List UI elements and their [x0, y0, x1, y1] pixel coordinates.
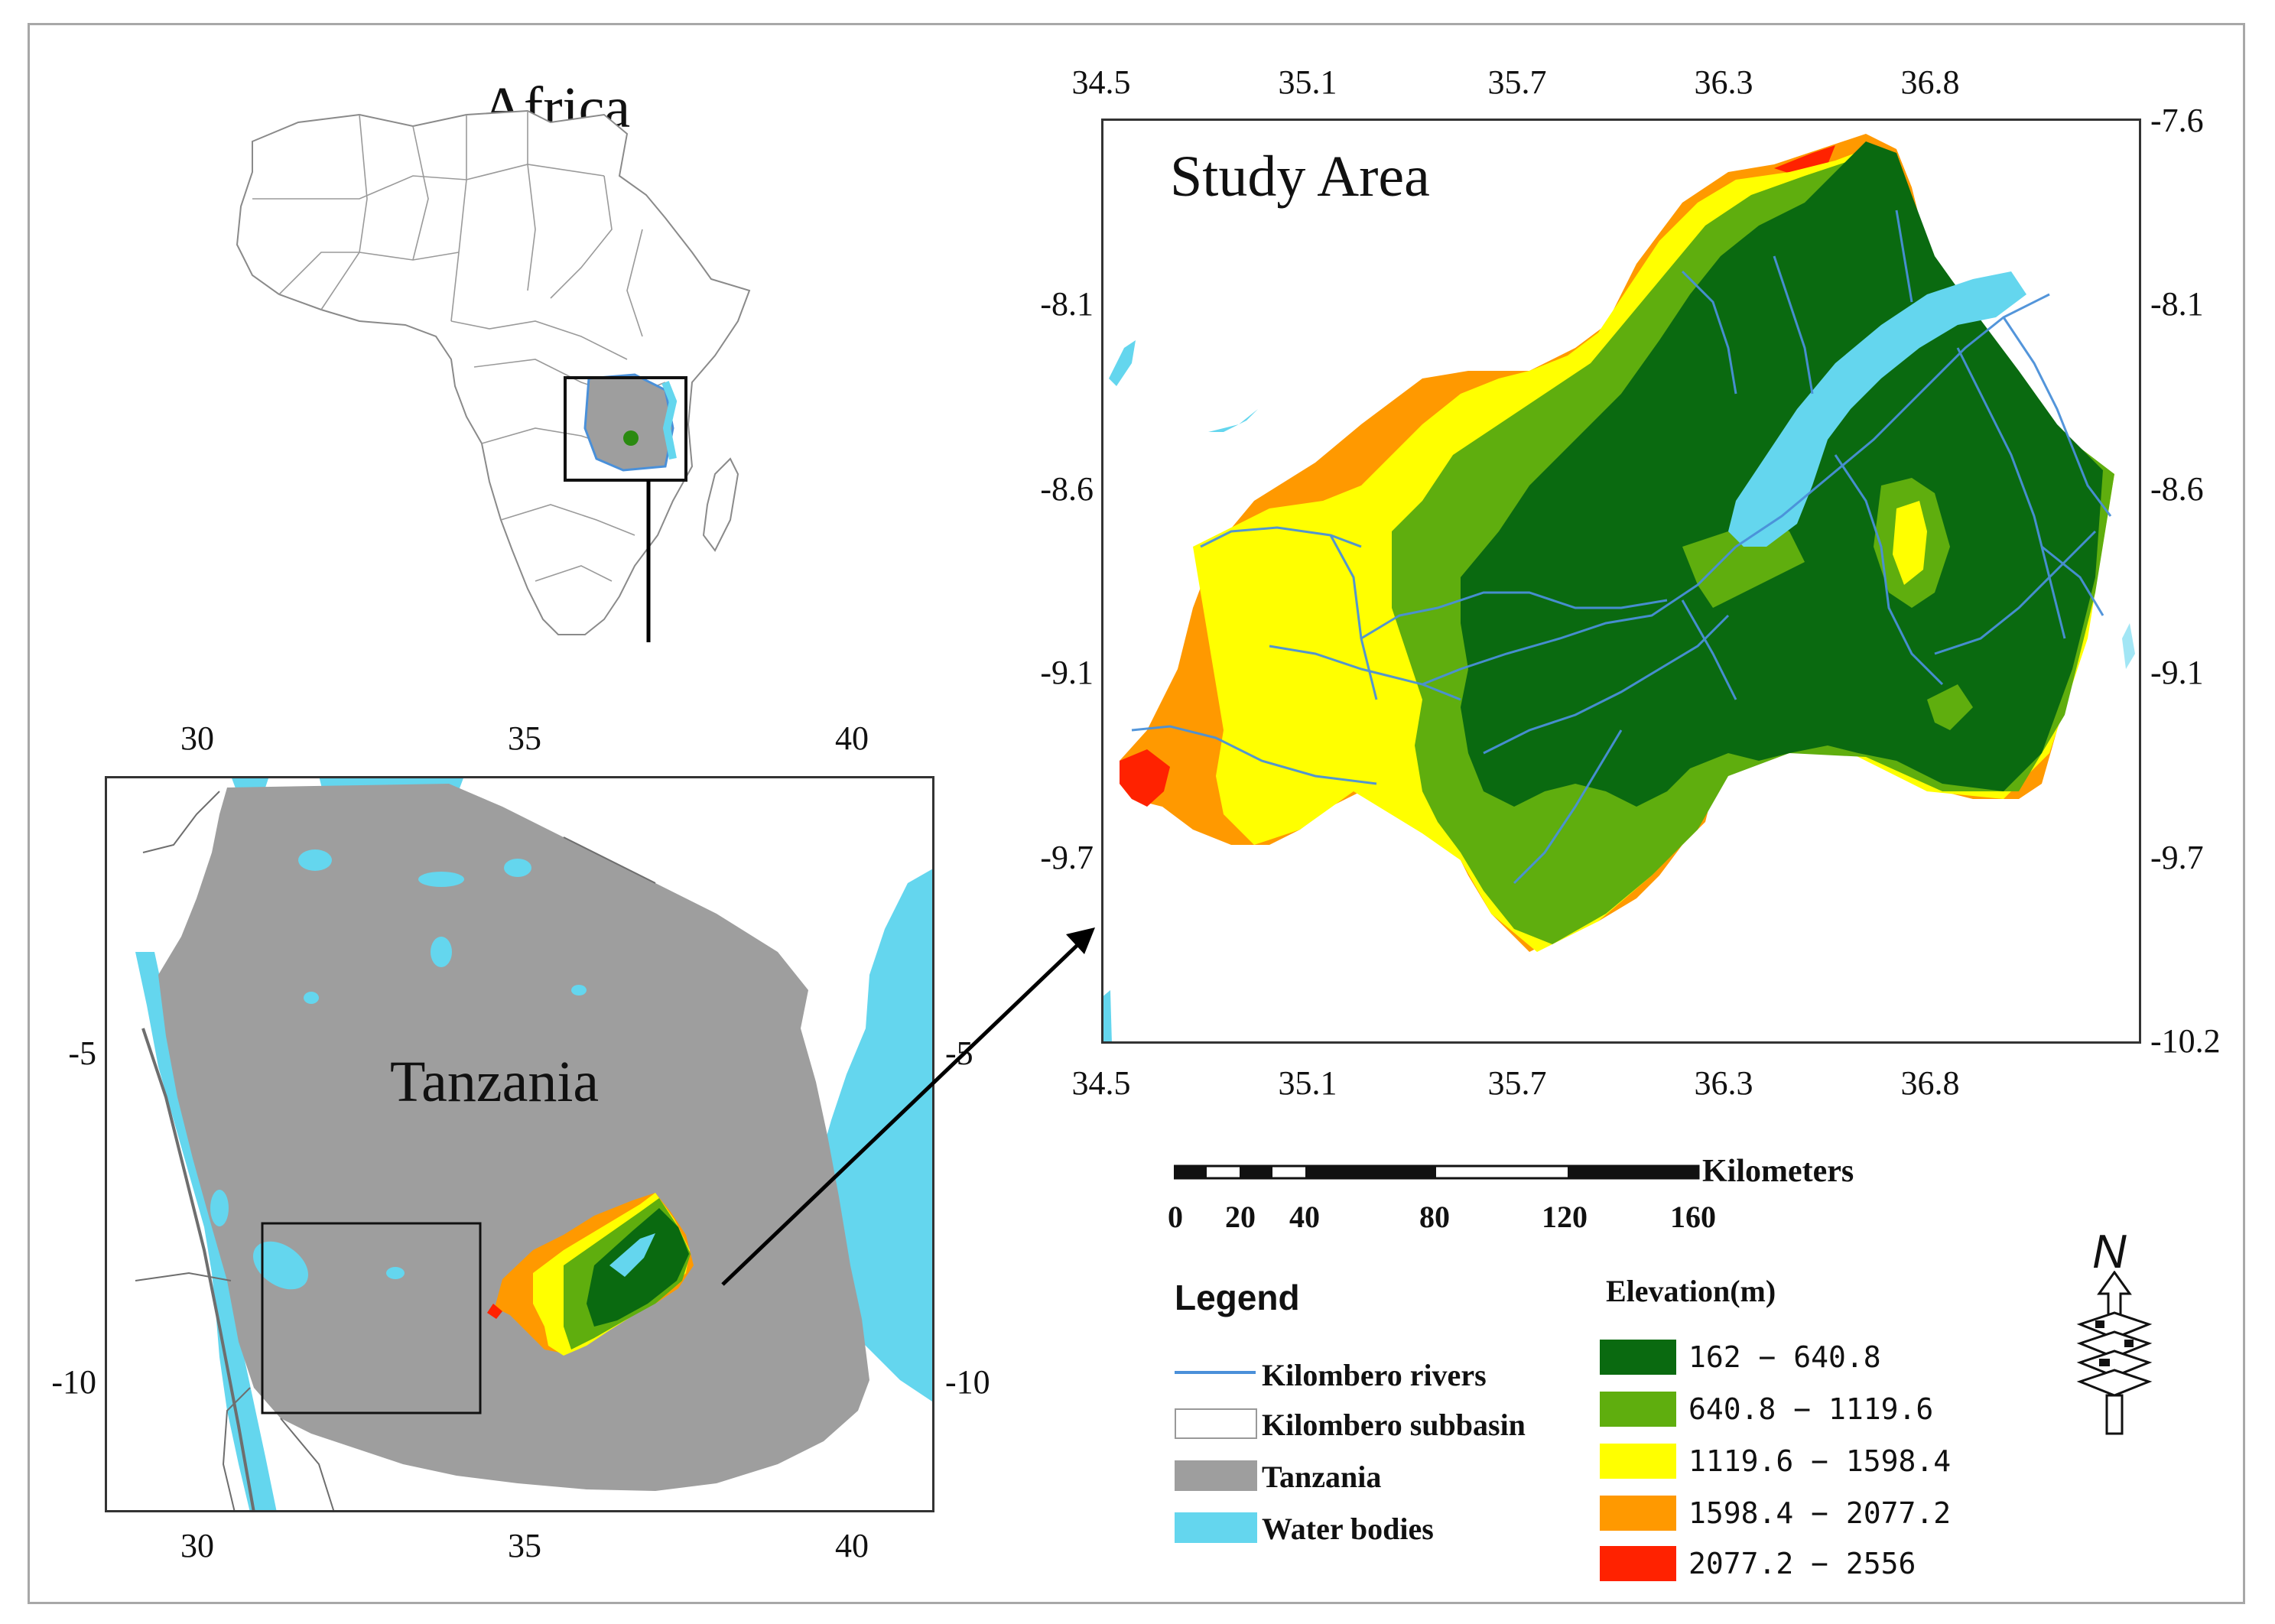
- tz-xtick-top-40: 40: [835, 719, 869, 757]
- tz-ytick-right-5: -5: [945, 1034, 973, 1072]
- sa-ytick-left-2: -8.6: [1040, 470, 1094, 508]
- africa-outline: [236, 109, 751, 635]
- elev-label-3: 1119.6 − 1598.4: [1688, 1444, 1952, 1478]
- legend-tanzania-label: Tanzania: [1262, 1460, 1382, 1494]
- sa-xtick-bottom-2: 35.7: [1487, 1064, 1547, 1102]
- elev-label-2: 640.8 − 1119.6: [1688, 1392, 1934, 1426]
- sa-ytick-left-1: -8.1: [1040, 285, 1094, 323]
- tanzania-shape: [158, 784, 869, 1491]
- scale-label-80: 80: [1419, 1200, 1450, 1234]
- tz-xtick-bottom-35: 35: [508, 1527, 541, 1564]
- sa-ytick-right-3: -9.1: [2150, 654, 2204, 691]
- legend-water-label: Water bodies: [1262, 1512, 1434, 1546]
- connector-arrow: [721, 927, 1095, 1286]
- tz-study-area-thumbnail: [487, 1193, 694, 1356]
- sa-ytick-right-4: -9.7: [2150, 839, 2204, 876]
- elev-swatch-5: [1600, 1546, 1676, 1581]
- scale-label-0: 0: [1168, 1200, 1183, 1234]
- elevation-title: Elevation(m): [1606, 1274, 1776, 1308]
- elev-swatch-2: [1600, 1392, 1676, 1427]
- elev-label-1: 162 − 640.8: [1688, 1340, 1881, 1374]
- sa-xtick-bottom-1: 35.1: [1278, 1064, 1337, 1102]
- sa-xtick-top-4: 36.8: [1900, 63, 1960, 101]
- africa-locator-box: [564, 376, 687, 482]
- sa-xtick-bottom-3: 36.3: [1694, 1064, 1753, 1102]
- sa-xtick-top-0: 34.5: [1071, 63, 1131, 101]
- sa-xtick-top-2: 35.7: [1487, 63, 1547, 101]
- elev-swatch-1: [1600, 1340, 1676, 1375]
- sa-xtick-top-3: 36.3: [1694, 63, 1753, 101]
- scale-label-120: 120: [1542, 1200, 1588, 1234]
- tanzania-title: Tanzania: [390, 1050, 600, 1114]
- tanzania-map: [105, 776, 934, 1512]
- elev-swatch-3: [1600, 1444, 1676, 1479]
- tz-xtick-bottom-30: 30: [180, 1527, 214, 1564]
- elev-swatch-4: [1600, 1496, 1676, 1531]
- legend-subbasin-label: Kilombero subbasin: [1262, 1408, 1526, 1442]
- legend-river-label: Kilombero rivers: [1262, 1358, 1487, 1392]
- sa-ytick-right-5: -10.2: [2150, 1022, 2221, 1060]
- figure-frame: [28, 23, 2245, 1604]
- elev-label-4: 1598.4 − 2077.2: [1688, 1496, 1952, 1530]
- sa-ytick-left-3: -9.1: [1040, 654, 1094, 691]
- scale-label-160: 160: [1670, 1200, 1716, 1234]
- legend-river-swatch: [1175, 1371, 1256, 1374]
- africa-map: [236, 109, 751, 642]
- tz-ytick-left-10: -10: [51, 1363, 96, 1401]
- madagascar-outline: [702, 457, 739, 552]
- sa-ytick-right-0: -7.6: [2150, 102, 2204, 139]
- north-arrow-icon: [2076, 1271, 2153, 1435]
- legend-title: Legend: [1175, 1278, 1300, 1317]
- scale-label-40: 40: [1289, 1200, 1320, 1234]
- sa-ytick-right-2: -8.6: [2150, 470, 2204, 508]
- north-label: N: [2092, 1226, 2127, 1278]
- tz-locator-box: [261, 1222, 482, 1415]
- sa-ytick-left-4: -9.7: [1040, 839, 1094, 876]
- legend-water-swatch: [1175, 1512, 1257, 1543]
- sa-xtick-bottom-4: 36.8: [1900, 1064, 1960, 1102]
- tz-xtick-top-30: 30: [180, 719, 214, 757]
- tz-xtick-top-35: 35: [508, 719, 541, 757]
- elev-label-5: 2077.2 − 2556: [1688, 1547, 1916, 1580]
- legend-tanzania-swatch: [1175, 1460, 1257, 1491]
- tz-ytick-left-5: -5: [68, 1034, 96, 1072]
- tz-xtick-bottom-40: 40: [835, 1527, 869, 1564]
- study-area-map: [1101, 119, 2141, 1044]
- sa-ytick-right-1: -8.1: [2150, 285, 2204, 323]
- tz-ytick-right-10: -10: [945, 1363, 990, 1401]
- sa-xtick-bottom-0: 34.5: [1071, 1064, 1131, 1102]
- legend-subbasin-swatch: [1175, 1408, 1257, 1439]
- scale-label-20: 20: [1225, 1200, 1256, 1234]
- sa-xtick-top-1: 35.1: [1278, 63, 1337, 101]
- scale-bar: [1174, 1164, 1700, 1180]
- africa-tanzania-shape: [583, 373, 674, 472]
- study-area-title: Study Area: [1170, 145, 1430, 209]
- scale-unit: Kilometers: [1702, 1154, 1854, 1189]
